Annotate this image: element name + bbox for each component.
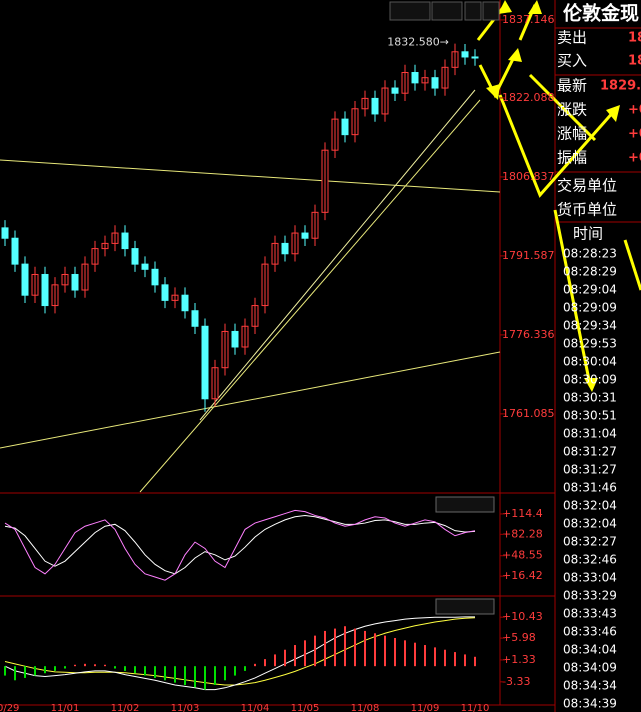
quote-label: 买入 [557, 52, 587, 70]
x-tick-label: 11/10 [461, 703, 490, 712]
trade-time: 08:30:51 [563, 409, 617, 423]
trade-time: 08:31:04 [563, 427, 617, 441]
x-tick-label: 11/08 [351, 703, 380, 712]
y-tick-label: +16.42 [502, 569, 543, 582]
trade-time: 08:28:29 [563, 265, 617, 279]
indicator-line [4, 514, 476, 575]
y-tick-label: 1806.837 [502, 170, 555, 183]
trade-time: 08:32:04 [563, 517, 617, 531]
y-tick-label: 1761.085 [502, 407, 555, 420]
x-tick-label: 11/04 [241, 703, 270, 712]
toolbar-button[interactable] [389, 1, 431, 21]
annotation-arrow [498, 94, 617, 198]
quote-label: 涨跌 [557, 101, 587, 119]
quote-label: 涨幅 [557, 125, 587, 143]
annotation-arrow [553, 209, 592, 386]
trade-time: 08:31:27 [563, 463, 617, 477]
trend-line [0, 159, 501, 193]
quote-value: 18 [628, 54, 641, 69]
trade-time: 08:33:46 [563, 625, 617, 639]
quote-value: 1829.8 [600, 79, 641, 94]
trade-time: 08:30:04 [563, 355, 617, 369]
trade-time: 08:31:46 [563, 481, 617, 495]
y-tick-label: +10.43 [502, 610, 543, 623]
trade-time: 08:34:09 [563, 661, 617, 675]
trade-time: 08:29:34 [563, 319, 617, 333]
x-tick-label: 11/05 [291, 703, 320, 712]
y-tick-label: +48.55 [502, 549, 543, 562]
annotation: 1832.580→ [387, 36, 449, 49]
x-tick-label: 11/09 [411, 703, 440, 712]
y-tick-label: +1.33 [502, 653, 536, 666]
annotation-arrow [528, 73, 597, 142]
trade-time: 08:33:04 [563, 571, 617, 585]
trade-time: 08:33:29 [563, 589, 617, 603]
trend-line [0, 351, 501, 449]
x-tick-label: 10/29 [0, 703, 19, 712]
trade-time: 08:34:39 [563, 697, 617, 711]
trend-line [199, 89, 476, 421]
y-tick-label: +82.28 [502, 527, 543, 540]
time-header: 时间 [573, 225, 603, 243]
arrow-head [508, 48, 522, 62]
trade-time: 08:34:04 [563, 643, 617, 657]
trade-time: 08:32:04 [563, 499, 617, 513]
trade-time: 08:32:27 [563, 535, 617, 549]
quote-value: +0.1 [628, 151, 641, 166]
annotation-arrow [623, 239, 641, 291]
arrow-head [498, 0, 512, 14]
trade-time: 08:30:09 [563, 373, 617, 387]
toolbar-button[interactable] [482, 1, 500, 21]
arrow-head [486, 84, 500, 100]
arrow-head [528, 0, 542, 14]
sidebar-title: 伦敦金现 [563, 2, 639, 25]
x-tick-label: 11/02 [111, 703, 140, 712]
arrow-head [606, 105, 620, 122]
indicator-button[interactable] [435, 496, 495, 513]
arrow-head [584, 378, 598, 392]
trade-time: 08:28:23 [563, 247, 617, 261]
indicator-line [4, 616, 475, 691]
x-tick-label: 11/03 [171, 703, 200, 712]
trade-time: 08:34:34 [563, 679, 617, 693]
indicator-button[interactable] [435, 598, 495, 615]
arrow-heads [486, 0, 620, 392]
y-tick-label: 1822.088 [502, 91, 555, 104]
y-tick-label: 1791.587 [502, 249, 555, 262]
trade-time: 08:31:27 [563, 445, 617, 459]
y-tick-label: +5.98 [502, 631, 536, 644]
y-tick-label: 1837.146 [502, 13, 555, 26]
quote-label: 卖出 [557, 29, 587, 47]
trade-time: 08:30:31 [563, 391, 617, 405]
quote-value: 18 [628, 31, 641, 46]
y-tick-label: 1776.336 [502, 328, 555, 341]
trade-time: 08:29:09 [563, 301, 617, 315]
quote-label: 最新 [557, 77, 587, 95]
unit-label: 交易单位 [557, 177, 617, 195]
indicator-line [4, 509, 476, 581]
trade-time: 08:29:53 [563, 337, 617, 351]
y-tick-label: -3.33 [502, 675, 530, 688]
trade-time: 08:32:46 [563, 553, 617, 567]
trade-time: 08:29:04 [563, 283, 617, 297]
toolbar-button[interactable] [464, 1, 482, 21]
quote-value: +0.0 [628, 127, 641, 142]
quote-label: 振幅 [557, 149, 587, 167]
indicator-line [4, 617, 476, 686]
toolbar-button[interactable] [431, 1, 463, 21]
quote-value: +0.1 [628, 103, 641, 118]
trend-line [139, 99, 481, 493]
trade-time: 08:33:43 [563, 607, 617, 621]
x-tick-label: 11/01 [51, 703, 80, 712]
y-tick-label: +114.4 [502, 507, 543, 520]
unit-label: 货币单位 [557, 201, 617, 219]
